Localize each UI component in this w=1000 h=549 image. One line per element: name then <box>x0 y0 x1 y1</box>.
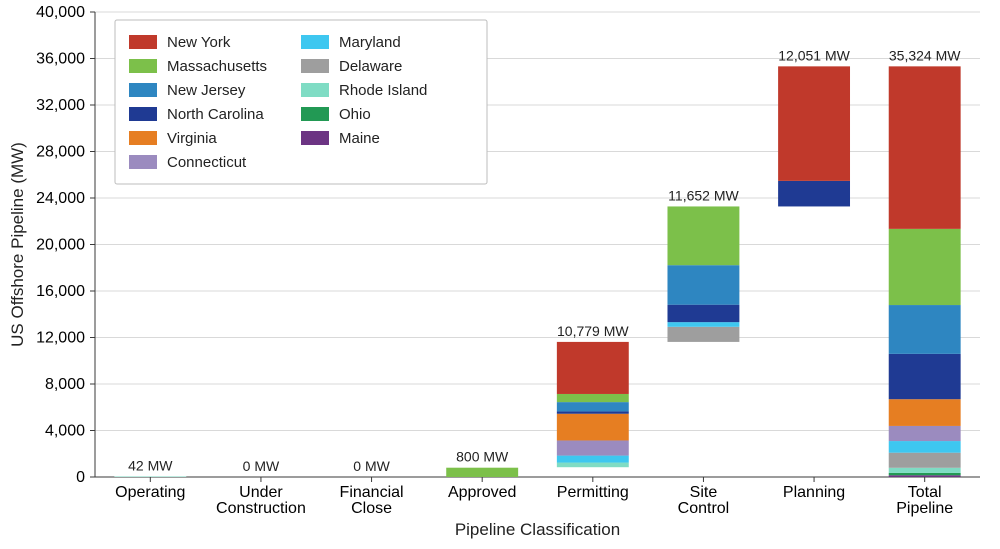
bar-new-jersey <box>557 402 629 411</box>
bar-new-jersey <box>667 265 739 305</box>
bar-new-jersey <box>889 305 961 354</box>
legend-label: New York <box>167 34 231 51</box>
legend-label: New Jersey <box>167 82 246 99</box>
legend-swatch <box>129 107 157 121</box>
bar-maryland <box>667 322 739 327</box>
y-tick-label: 20,000 <box>36 237 85 254</box>
x-tick-label: Pipeline <box>896 500 953 517</box>
y-tick-label: 8,000 <box>45 376 85 393</box>
bar-north-carolina <box>667 305 739 322</box>
legend-label: Connecticut <box>167 154 247 171</box>
bar-north-carolina <box>778 181 850 207</box>
bar-virginia <box>557 414 629 441</box>
y-axis-label: US Offshore Pipeline (MW) <box>8 142 27 347</box>
bar-maine <box>889 475 961 477</box>
bar-maryland <box>557 456 629 463</box>
legend-swatch <box>301 131 329 145</box>
x-tick-label: Under <box>239 484 283 501</box>
y-tick-label: 12,000 <box>36 330 85 347</box>
bar-delaware <box>889 453 961 468</box>
y-tick-label: 16,000 <box>36 283 85 300</box>
x-tick-label: Operating <box>115 484 185 501</box>
y-tick-label: 40,000 <box>36 4 85 21</box>
x-tick-label: Permitting <box>557 484 629 501</box>
y-tick-label: 4,000 <box>45 423 85 440</box>
legend-swatch <box>129 35 157 49</box>
bar-massachusetts <box>446 468 518 477</box>
bar-rhode-island <box>557 463 629 468</box>
bar-new-york <box>557 342 629 394</box>
bar-connecticut <box>557 440 629 455</box>
x-axis-label: Pipeline Classification <box>455 520 620 539</box>
legend-label: Delaware <box>339 58 402 75</box>
legend-label: North Carolina <box>167 106 264 123</box>
legend-label: Ohio <box>339 106 371 123</box>
bar-total-label: 35,324 MW <box>889 47 961 63</box>
bar-virginia <box>889 399 961 426</box>
bar-rhode-island <box>889 468 961 473</box>
bar-north-carolina <box>889 354 961 399</box>
legend-swatch <box>301 83 329 97</box>
legend-swatch <box>129 155 157 169</box>
legend-label: Virginia <box>167 130 217 147</box>
x-tick-label: Close <box>351 500 392 517</box>
legend-swatch <box>129 59 157 73</box>
legend-swatch <box>129 131 157 145</box>
x-tick-label: Total <box>908 484 942 501</box>
bar-total-label: 12,051 MW <box>778 47 850 63</box>
legend-label: Rhode Island <box>339 82 427 99</box>
bar-north-carolina <box>557 411 629 413</box>
y-tick-label: 32,000 <box>36 97 85 114</box>
bar-connecticut <box>889 426 961 441</box>
legend-swatch <box>129 83 157 97</box>
bar-massachusetts <box>667 206 739 265</box>
y-tick-label: 24,000 <box>36 190 85 207</box>
x-tick-label: Construction <box>216 500 306 517</box>
bar-total-label: 11,652 MW <box>668 187 739 203</box>
bar-ohio <box>889 473 961 475</box>
x-tick-label: Site <box>690 484 718 501</box>
bar-total-label: 42 MW <box>128 458 173 474</box>
legend: New York Massachusetts New Jersey North Car… <box>115 20 487 184</box>
legend-swatch <box>301 35 329 49</box>
bar-new-york <box>889 66 961 229</box>
x-tick-label: Planning <box>783 484 845 501</box>
bar-massachusetts <box>889 229 961 305</box>
y-tick-label: 28,000 <box>36 144 85 161</box>
offshore-pipeline-chart: 0 4,000 8,000 12,000 16,000 20,000 24,000 28,00… <box>0 0 1000 549</box>
legend-label: Maine <box>339 130 380 147</box>
legend-label: Maryland <box>339 34 401 51</box>
bar-total-label: 800 MW <box>456 449 509 465</box>
legend-swatch <box>301 59 329 73</box>
y-tick-label: 36,000 <box>36 51 85 68</box>
bar-delaware <box>667 327 739 342</box>
y-tick-label: 0 <box>76 469 85 486</box>
bar-maryland <box>889 441 961 453</box>
bar-total-label: 0 MW <box>243 458 280 474</box>
x-tick-label: Approved <box>448 484 517 501</box>
legend-label: Massachusetts <box>167 58 267 75</box>
bar-new-york <box>778 66 850 181</box>
bar-total-label: 10,779 MW <box>557 323 629 339</box>
x-tick-label: Control <box>678 500 730 517</box>
x-tick-label: Financial <box>340 484 404 501</box>
legend-swatch <box>301 107 329 121</box>
bar-massachusetts <box>557 394 629 402</box>
bar-total-label: 0 MW <box>353 458 390 474</box>
